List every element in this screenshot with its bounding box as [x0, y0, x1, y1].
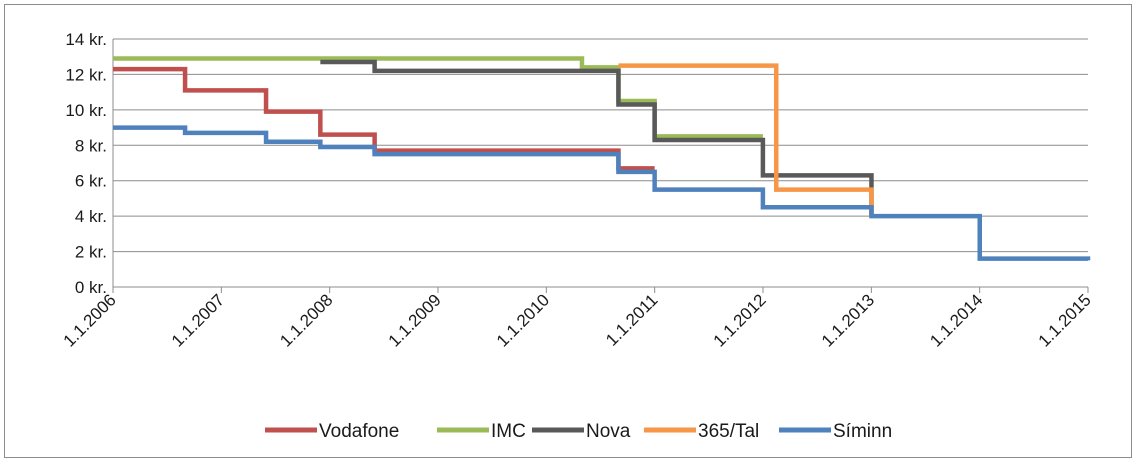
y-tick-label: 10 kr.	[65, 101, 107, 120]
chart-frame: 0 kr. 2 kr. 4 kr. 6 kr. 8 kr. 10 kr. 12 kr. 14 …	[4, 4, 1132, 458]
legend-label: Síminn	[833, 421, 892, 442]
x-tick-label: 1.1.2015	[1035, 290, 1095, 350]
series-line-s-minn	[113, 125, 1091, 261]
legend-label: 365/Tal	[698, 421, 759, 442]
x-tick-label: 1.1.2008	[276, 290, 336, 350]
x-tick-label: 1.1.2007	[168, 290, 228, 350]
y-tick-label: 6 kr.	[75, 172, 107, 191]
y-tick-label: 4 kr.	[75, 207, 107, 226]
series-line-nova	[320, 59, 874, 217]
legend-label: Vodafone	[319, 421, 399, 442]
x-tick-label: 1.1.2009	[385, 290, 445, 350]
y-tick-label: 12 kr.	[65, 65, 107, 84]
x-tick-label: 1.1.2013	[818, 290, 878, 350]
y-tick-label: 2 kr.	[75, 243, 107, 262]
legend-label: IMC	[491, 421, 526, 442]
x-tick-label: 1.1.2011	[602, 290, 661, 349]
x-tick-label: 1.1.2014	[926, 290, 986, 350]
y-tick-label: 8 kr.	[75, 136, 107, 155]
series-line-365-tal	[618, 63, 874, 217]
x-tick-label: 1.1.2012	[710, 290, 770, 350]
x-tick-label: 1.1.2006	[60, 290, 120, 350]
y-tick-label: 0 kr.	[75, 278, 107, 297]
legend-label: Nova	[586, 421, 631, 442]
price-step-chart: 0 kr. 2 kr. 4 kr. 6 kr. 8 kr. 10 kr. 12 kr. 14 …	[60, 30, 1095, 442]
y-tick-label: 14 kr.	[65, 30, 107, 49]
x-tick-label: 1.1.2010	[493, 290, 553, 350]
